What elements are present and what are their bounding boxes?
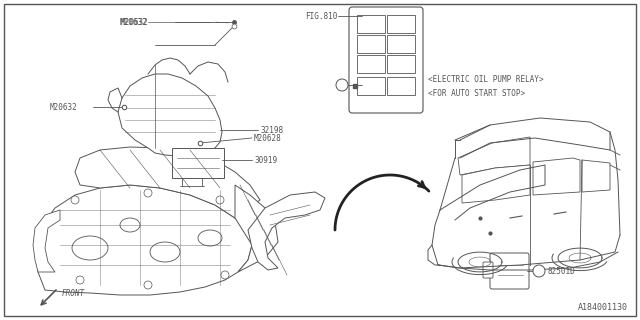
FancyBboxPatch shape — [172, 148, 224, 178]
Circle shape — [144, 281, 152, 289]
Bar — [357, 35, 385, 53]
Text: <FOR AUTO START STOP>: <FOR AUTO START STOP> — [428, 89, 525, 98]
Text: M20632: M20632 — [50, 102, 77, 111]
Text: FIG.810: FIG.810 — [305, 12, 337, 20]
Text: M20628: M20628 — [254, 133, 282, 142]
Ellipse shape — [72, 236, 108, 260]
Polygon shape — [462, 165, 530, 203]
Circle shape — [144, 189, 152, 197]
Circle shape — [216, 196, 224, 204]
Polygon shape — [118, 74, 222, 156]
Circle shape — [76, 276, 84, 284]
FancyBboxPatch shape — [483, 262, 493, 278]
Polygon shape — [33, 210, 60, 272]
Text: FRONT: FRONT — [62, 289, 85, 298]
Bar — [357, 15, 385, 33]
Text: M20632: M20632 — [120, 18, 148, 27]
Polygon shape — [582, 160, 610, 192]
Polygon shape — [235, 185, 278, 272]
Circle shape — [336, 79, 348, 91]
Ellipse shape — [150, 242, 180, 262]
Text: 1: 1 — [340, 83, 344, 87]
Bar — [387, 35, 415, 53]
Ellipse shape — [120, 218, 140, 232]
Text: <ELECTRIC OIL PUMP RELAY>: <ELECTRIC OIL PUMP RELAY> — [428, 75, 543, 84]
Text: M20632: M20632 — [120, 18, 148, 27]
Text: A184001130: A184001130 — [578, 303, 628, 312]
Circle shape — [533, 265, 545, 277]
Text: 82501D: 82501D — [547, 267, 575, 276]
Text: 1: 1 — [537, 268, 541, 274]
Ellipse shape — [198, 230, 222, 246]
FancyBboxPatch shape — [490, 253, 529, 289]
FancyBboxPatch shape — [349, 7, 423, 113]
Text: 32198: 32198 — [260, 125, 283, 134]
Circle shape — [221, 271, 229, 279]
Polygon shape — [75, 147, 260, 218]
Bar — [387, 55, 415, 73]
Polygon shape — [458, 137, 530, 175]
Polygon shape — [248, 192, 325, 270]
Bar — [387, 77, 415, 95]
Polygon shape — [35, 185, 252, 295]
Circle shape — [71, 196, 79, 204]
Bar — [357, 55, 385, 73]
Bar — [387, 15, 415, 33]
Text: 30919: 30919 — [254, 156, 277, 164]
Bar — [357, 77, 385, 95]
Polygon shape — [533, 158, 580, 195]
